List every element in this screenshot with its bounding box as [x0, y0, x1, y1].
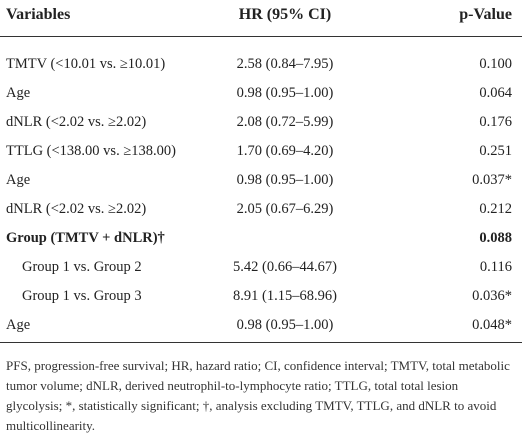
- variable-cell: TMTV (<10.01 vs. ≥10.01): [6, 56, 166, 72]
- hr-cell: 1.70 (0.69–4.20): [236, 143, 334, 159]
- p-value-cell: 0.116: [479, 259, 512, 275]
- p-value-cell: 0.048*: [472, 317, 512, 333]
- hr-cell: 8.91 (1.15–68.96): [233, 288, 337, 304]
- p-value-cell: 0.088: [479, 230, 512, 246]
- p-value-cell: 0.037*: [472, 172, 512, 188]
- hr-cell: 0.98 (0.95–1.00): [236, 317, 334, 333]
- p-value-cell: 0.100: [479, 56, 512, 72]
- table-row: Age 0.98 (0.95–1.00) 0.048*: [0, 311, 522, 340]
- p-value-cell: 0.036*: [472, 288, 512, 304]
- variable-cell: dNLR (<2.02 vs. ≥2.02): [6, 114, 147, 130]
- variable-cell: TTLG (<138.00 vs. ≥138.00): [6, 143, 176, 159]
- table-row: dNLR (<2.02 vs. ≥2.02) 2.08 (0.72–5.99) 0.…: [0, 108, 522, 137]
- variable-cell: Age: [6, 317, 31, 333]
- hr-cell: 0.98 (0.95–1.00): [236, 172, 334, 188]
- variable-cell: Age: [6, 172, 31, 188]
- hr-cell: 2.58 (0.84–7.95): [236, 56, 334, 72]
- hr-cell: 2.08 (0.72–5.99): [236, 114, 334, 130]
- variable-cell: Group (TMTV + dNLR)†: [6, 230, 165, 246]
- table-row: Group 1 vs. Group 2 5.42 (0.66–44.67) 0.11…: [0, 253, 522, 282]
- p-value-cell: 0.176: [479, 114, 512, 130]
- table-row: TTLG (<138.00 vs. ≥138.00) 1.70 (0.69–4.2…: [0, 137, 522, 166]
- header-row: Variables HR (95% CI) p-Value: [0, 0, 522, 29]
- table-row: TMTV (<10.01 vs. ≥10.01) 2.58 (0.84–7.95)…: [0, 50, 522, 79]
- p-value-cell: 0.064: [479, 85, 512, 101]
- variable-cell: dNLR (<2.02 vs. ≥2.02): [6, 201, 147, 217]
- table-row: dNLR (<2.02 vs. ≥2.02) 2.05 (0.67–6.29) 0.…: [0, 195, 522, 224]
- header-rule: [0, 36, 522, 37]
- hr-cell: 5.42 (0.66–44.67): [233, 259, 337, 275]
- variable-cell: Group 1 vs. Group 2: [22, 259, 142, 275]
- header-cell: p-Value: [459, 6, 512, 23]
- p-value-cell: 0.212: [479, 201, 512, 217]
- table-row: Group 1 vs. Group 3 8.91 (1.15–68.96) 0.03…: [0, 282, 522, 311]
- p-value-cell: 0.251: [479, 143, 512, 159]
- header-cell: Variables: [6, 6, 71, 23]
- hr-cell: 0.98 (0.95–1.00): [236, 85, 334, 101]
- hr-cell: 2.05 (0.67–6.29): [236, 201, 334, 217]
- table-row: Age 0.98 (0.95–1.00) 0.037*: [0, 166, 522, 195]
- table-row: Group (TMTV + dNLR)† 0.088: [0, 224, 522, 253]
- variable-cell: Group 1 vs. Group 3: [22, 288, 142, 304]
- bottom-rule: [0, 342, 522, 343]
- footnote: PFS, progression-free survival; HR, haza…: [6, 358, 510, 433]
- table-row: Age 0.98 (0.95–1.00) 0.064: [0, 79, 522, 108]
- variable-cell: Age: [6, 85, 31, 101]
- header-cell: HR (95% CI): [238, 6, 332, 23]
